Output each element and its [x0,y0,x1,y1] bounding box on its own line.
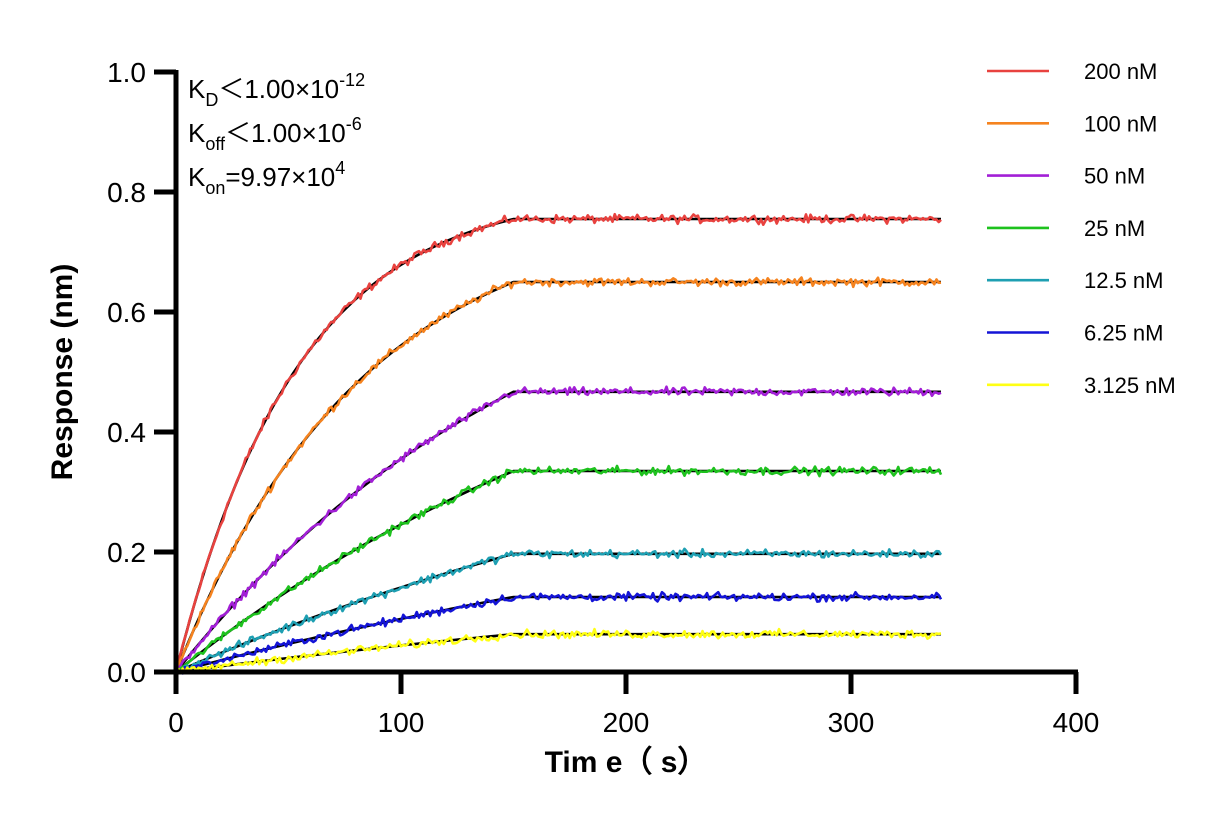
x-axis-title: Tim e（ s） [545,745,708,779]
legend: 200 nM 100 nM 50 nM 25 nM 12.5 nM 6.25 nM 3.12… [987,59,1176,398]
x-tick-label: 300 [828,707,875,738]
kd-base: K [188,74,206,104]
fit-curve [174,217,941,673]
legend-label: 12.5 nM [1084,268,1164,293]
legend-label: 200 nM [1084,59,1157,84]
series-trace [174,276,942,671]
koff-base: K [188,118,206,148]
legend-label: 50 nM [1084,164,1145,189]
fit-curve [175,552,941,674]
koff-annotation: Koff＜1.00×10-6 [188,114,362,154]
kon-annotation: Kon=9.97×104 [188,158,345,198]
series-trace [174,212,942,673]
legend-label: 100 nM [1084,111,1157,136]
kd-text: ＜1.00×10 [218,74,339,104]
kd-sup: -12 [339,70,365,90]
series-trace [175,590,943,675]
y-tick-label: 0.0 [107,657,146,688]
kon-text: =9.97×10 [225,162,335,192]
fit-curves [174,217,941,674]
y-tick-label: 0.8 [107,177,146,208]
legend-label: 25 nM [1084,216,1145,241]
data-series [174,212,943,675]
koff-sup: -6 [346,114,362,134]
fit-curve [175,632,941,674]
kd-sub: D [205,90,218,110]
series-trace [174,627,942,674]
legend-label: 6.25 nM [1084,321,1164,346]
fit-curve [174,390,941,673]
axes: 0 100 200 300 400 0.0 0.2 0.4 0.6 0.8 1.0 [107,57,1099,738]
x-tick-label: 200 [603,707,650,738]
koff-text: ＜1.00×10 [225,118,346,148]
series-trace [175,464,943,675]
y-tick-label: 0.6 [107,297,146,328]
y-tick-label: 1.0 [107,57,146,88]
y-axis-title: Response (nm) [46,264,79,481]
series-trace [175,385,942,672]
y-tick-label: 0.4 [107,417,146,448]
koff-sub: off [205,134,226,154]
kon-base: K [188,162,206,192]
kon-sub: on [205,178,225,198]
x-tick-label: 100 [378,707,425,738]
legend-label: 3.125 nM [1084,373,1176,398]
x-tick-label: 0 [168,707,184,738]
x-tick-label: 400 [1053,707,1100,738]
kon-sup: 4 [335,158,345,178]
fit-curve [174,280,941,673]
kd-annotation: KD＜1.00×10-12 [188,70,365,110]
y-tick-label: 0.2 [107,537,146,568]
series-trace [175,547,943,675]
